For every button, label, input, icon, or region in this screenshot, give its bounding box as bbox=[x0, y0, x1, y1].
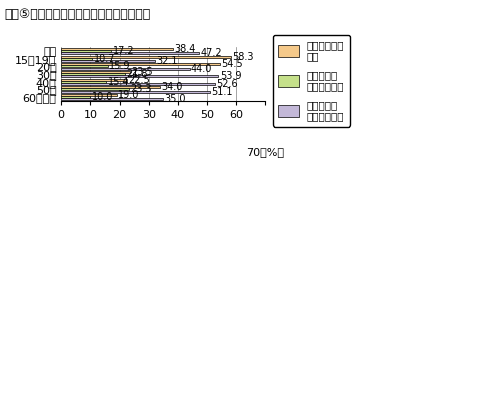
Text: 34.0: 34.0 bbox=[162, 82, 183, 92]
Bar bbox=[61, 81, 106, 83]
Bar bbox=[61, 56, 231, 58]
Bar bbox=[61, 98, 163, 100]
Text: 51.1: 51.1 bbox=[212, 87, 233, 97]
Bar bbox=[61, 71, 130, 73]
Bar bbox=[61, 83, 214, 85]
Bar bbox=[61, 94, 117, 96]
Text: 35.0: 35.0 bbox=[165, 94, 186, 104]
Text: 44.0: 44.0 bbox=[191, 64, 213, 74]
Text: 図表⑤　移動体通信利用者のチェーン経験: 図表⑤ 移動体通信利用者のチェーン経験 bbox=[5, 8, 151, 21]
Legend: サービス種類
変更, 事業者変更
（携帯電話）, 機種買換え
（携帯電話）: サービス種類 変更, 事業者変更 （携帯電話）, 機種買換え （携帯電話） bbox=[272, 35, 349, 126]
Text: 70（%）: 70（%） bbox=[246, 147, 284, 157]
Text: 23.3: 23.3 bbox=[131, 84, 152, 94]
Text: 17.2: 17.2 bbox=[113, 46, 134, 56]
Bar bbox=[61, 58, 93, 60]
Bar bbox=[61, 88, 129, 90]
Text: 52.6: 52.6 bbox=[216, 79, 238, 89]
Bar bbox=[61, 63, 220, 65]
Bar bbox=[61, 60, 155, 62]
Bar bbox=[61, 78, 127, 80]
Text: 32.1: 32.1 bbox=[156, 56, 178, 66]
Text: 19.0: 19.0 bbox=[118, 90, 139, 100]
Bar bbox=[61, 52, 199, 54]
Bar bbox=[61, 50, 111, 52]
Text: 15.9: 15.9 bbox=[109, 62, 131, 72]
Bar bbox=[61, 68, 189, 70]
Text: 54.5: 54.5 bbox=[222, 59, 243, 69]
Text: 47.2: 47.2 bbox=[201, 48, 222, 58]
Text: 21.8: 21.8 bbox=[126, 69, 148, 79]
Text: 10.7: 10.7 bbox=[94, 54, 115, 64]
Text: 22.5: 22.5 bbox=[128, 74, 150, 84]
Bar bbox=[61, 86, 161, 88]
Text: 10.0: 10.0 bbox=[92, 92, 113, 102]
Bar bbox=[61, 48, 173, 50]
Bar bbox=[61, 91, 210, 93]
Text: 38.4: 38.4 bbox=[174, 44, 196, 54]
Text: 58.3: 58.3 bbox=[233, 52, 254, 62]
Text: 53.9: 53.9 bbox=[220, 71, 241, 81]
Bar bbox=[61, 73, 125, 75]
Text: 15.4: 15.4 bbox=[107, 77, 129, 87]
Bar bbox=[61, 65, 107, 68]
Bar bbox=[61, 96, 91, 98]
Text: 23.5: 23.5 bbox=[131, 67, 153, 77]
Bar bbox=[61, 75, 218, 77]
